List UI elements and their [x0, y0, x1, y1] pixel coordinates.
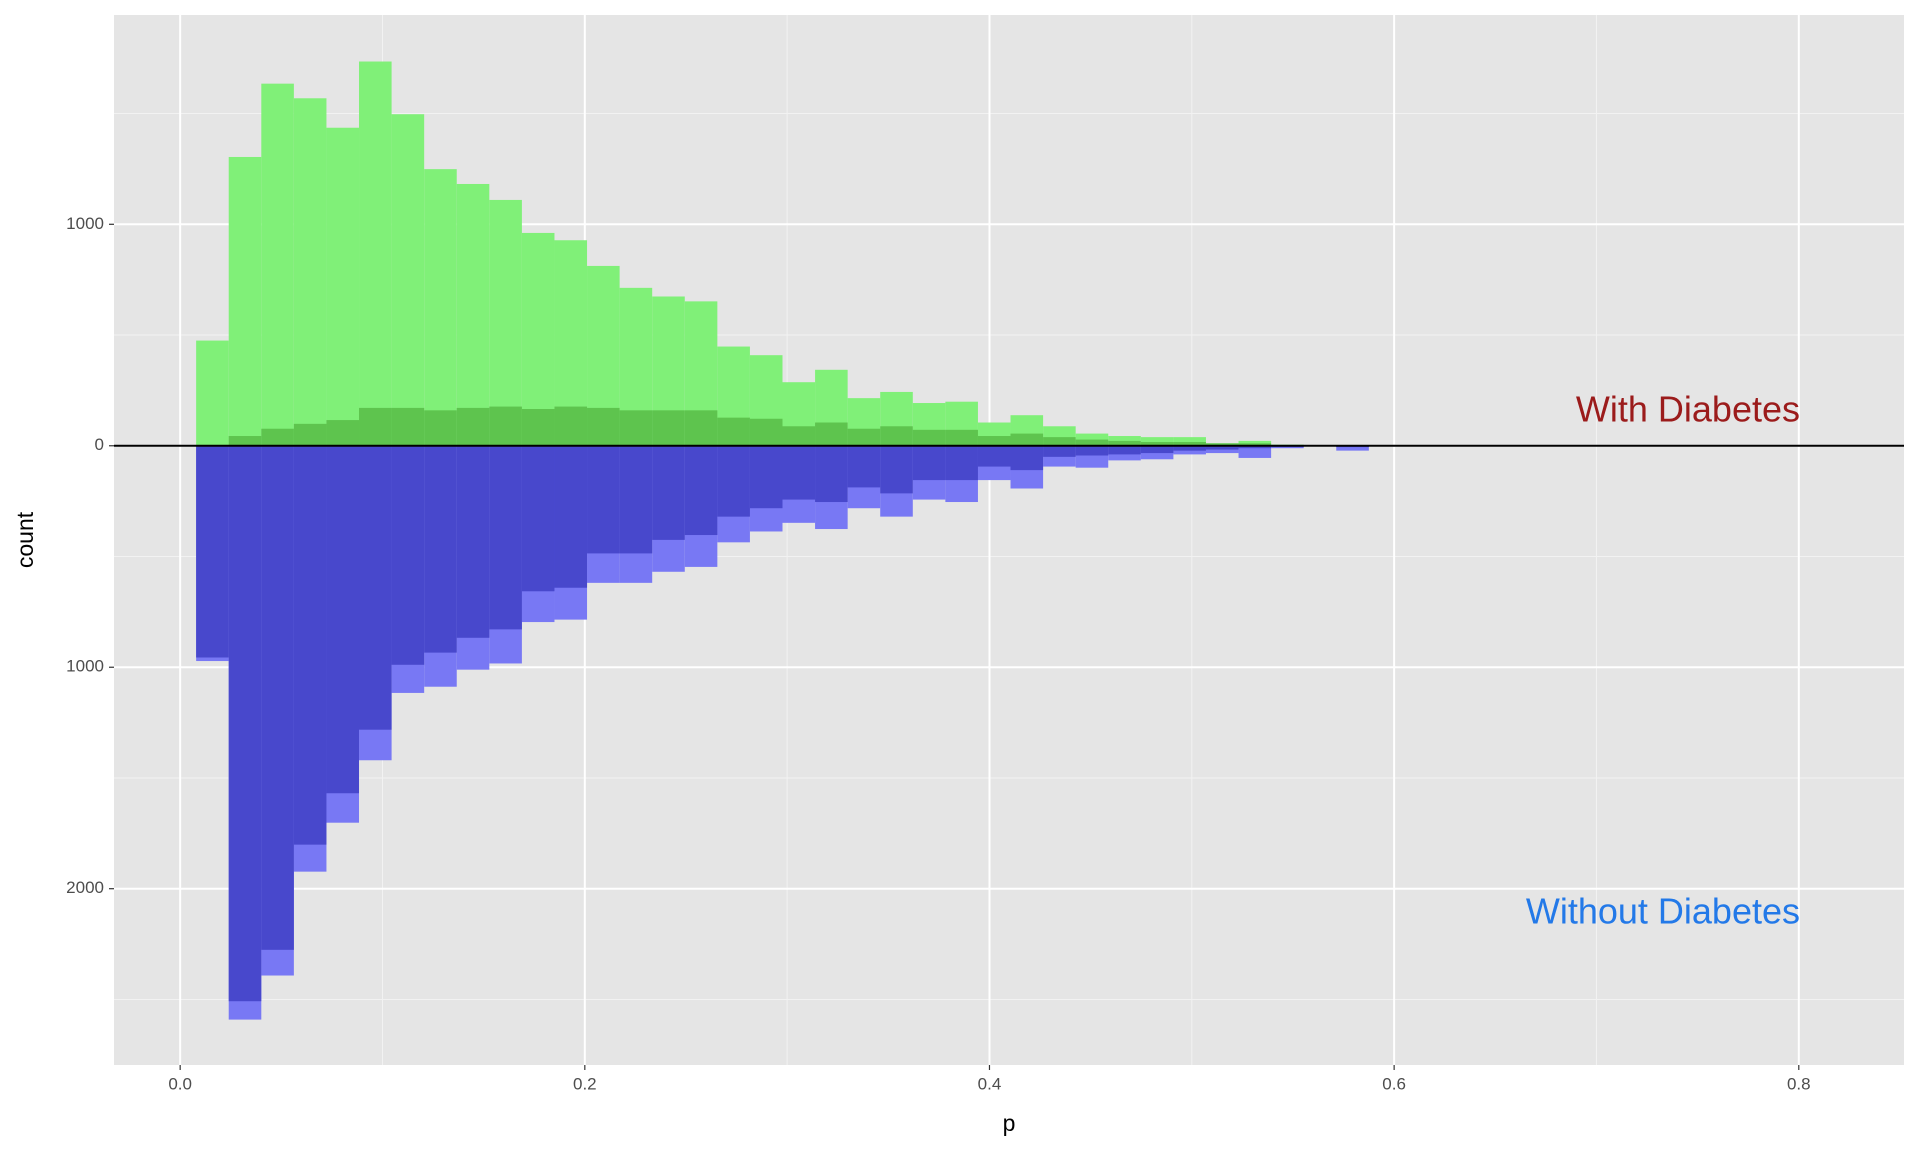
histogram-bar — [554, 406, 588, 446]
y-tick-label: 1000 — [66, 214, 104, 233]
histogram-bar — [587, 407, 620, 446]
histogram-bar — [261, 445, 294, 950]
y-tick-label: 2000 — [66, 878, 104, 897]
histogram-bar — [359, 445, 392, 730]
histogram-bar — [359, 407, 392, 446]
histogram-bar — [749, 418, 783, 446]
histogram-bar — [1043, 437, 1076, 446]
histogram-bar — [782, 426, 816, 446]
y-tick-label: 0 — [95, 435, 104, 454]
histogram-bar — [652, 445, 685, 540]
histogram-bar — [847, 428, 881, 446]
histogram-bar — [1140, 441, 1174, 446]
histogram-bar — [1238, 443, 1272, 446]
histogram-bar — [1108, 440, 1141, 446]
histogram-bar — [619, 410, 653, 446]
histogram-bar — [228, 445, 262, 1002]
histogram-bar — [326, 445, 360, 794]
histogram-bar — [326, 127, 360, 446]
histogram-bar — [424, 410, 457, 446]
histogram-bar — [1173, 445, 1206, 451]
histogram-bar — [521, 408, 555, 446]
x-tick-label: 0.4 — [978, 1074, 1002, 1093]
histogram-bar — [977, 436, 1011, 446]
histogram-bar — [326, 420, 360, 446]
histogram-bar — [619, 445, 653, 554]
histogram-bar — [1205, 445, 1239, 450]
histogram-bar — [1075, 439, 1109, 446]
histogram-bar — [1010, 433, 1044, 446]
histogram-bar — [912, 445, 946, 481]
histogram-bar — [1173, 441, 1206, 446]
annotation: Without Diabetes — [1526, 891, 1800, 932]
histogram-bar — [554, 445, 588, 588]
histogram-bar — [196, 445, 229, 658]
histogram-bar — [1238, 445, 1272, 449]
histogram-bar — [196, 340, 229, 446]
histogram-bar — [880, 426, 913, 446]
histogram-bar — [293, 98, 327, 446]
histogram-bar — [489, 445, 522, 630]
histogram-bar — [1238, 445, 1272, 458]
histogram-bar — [293, 445, 327, 845]
x-axis-title: p — [1003, 1110, 1016, 1136]
histogram-bar — [391, 445, 425, 665]
histogram-bar — [847, 445, 881, 488]
histogram-bar — [1205, 443, 1239, 446]
histogram-bar — [717, 417, 750, 446]
histogram-bar — [456, 407, 490, 446]
histogram-bar — [912, 429, 946, 446]
histogram-bar — [1043, 445, 1076, 457]
histogram-bar — [652, 410, 685, 446]
histogram-bar — [880, 445, 913, 494]
histogram-bar — [749, 445, 783, 509]
histogram-bar — [977, 445, 1011, 467]
histogram-bar — [1336, 445, 1369, 451]
histogram-bar — [489, 406, 522, 446]
histogram-bar — [391, 407, 425, 446]
histogram-bar — [424, 445, 457, 653]
histogram-bar — [684, 410, 718, 446]
histogram-bar — [587, 445, 620, 554]
y-axis-title: count — [12, 511, 38, 568]
histogram-bar — [815, 445, 848, 503]
histogram-bar — [391, 114, 425, 446]
histogram-bar — [1075, 445, 1109, 456]
x-tick-label: 0.0 — [168, 1074, 192, 1093]
histogram-bar — [684, 445, 718, 536]
histogram-bar — [815, 422, 848, 446]
histogram-bar — [228, 436, 262, 446]
histogram-bar — [359, 61, 392, 446]
histogram-bar — [424, 169, 457, 446]
annotation: With Diabetes — [1576, 389, 1800, 430]
histogram-bar — [489, 199, 522, 446]
histogram-bar — [1108, 445, 1141, 455]
x-tick-label: 0.8 — [1787, 1074, 1811, 1093]
histogram-bar — [228, 156, 262, 446]
x-tick-label: 0.6 — [1382, 1074, 1406, 1093]
histogram-bar — [293, 423, 327, 446]
histogram-bar — [456, 183, 490, 446]
x-tick-label: 0.2 — [573, 1074, 597, 1093]
histogram-bar — [1140, 445, 1174, 454]
histogram-bar — [945, 445, 978, 481]
histogram-bar — [1173, 437, 1206, 446]
histogram-bar — [782, 445, 816, 500]
y-tick-label: 1000 — [66, 657, 104, 676]
histogram-bar — [261, 83, 294, 446]
histogram-bar — [945, 429, 978, 446]
histogram-bar — [717, 445, 750, 517]
histogram-bar — [456, 445, 490, 638]
histogram-bar — [521, 445, 555, 592]
histogram-bar — [1140, 437, 1174, 446]
histogram-bar — [1010, 445, 1044, 471]
histogram-bar — [261, 428, 294, 446]
